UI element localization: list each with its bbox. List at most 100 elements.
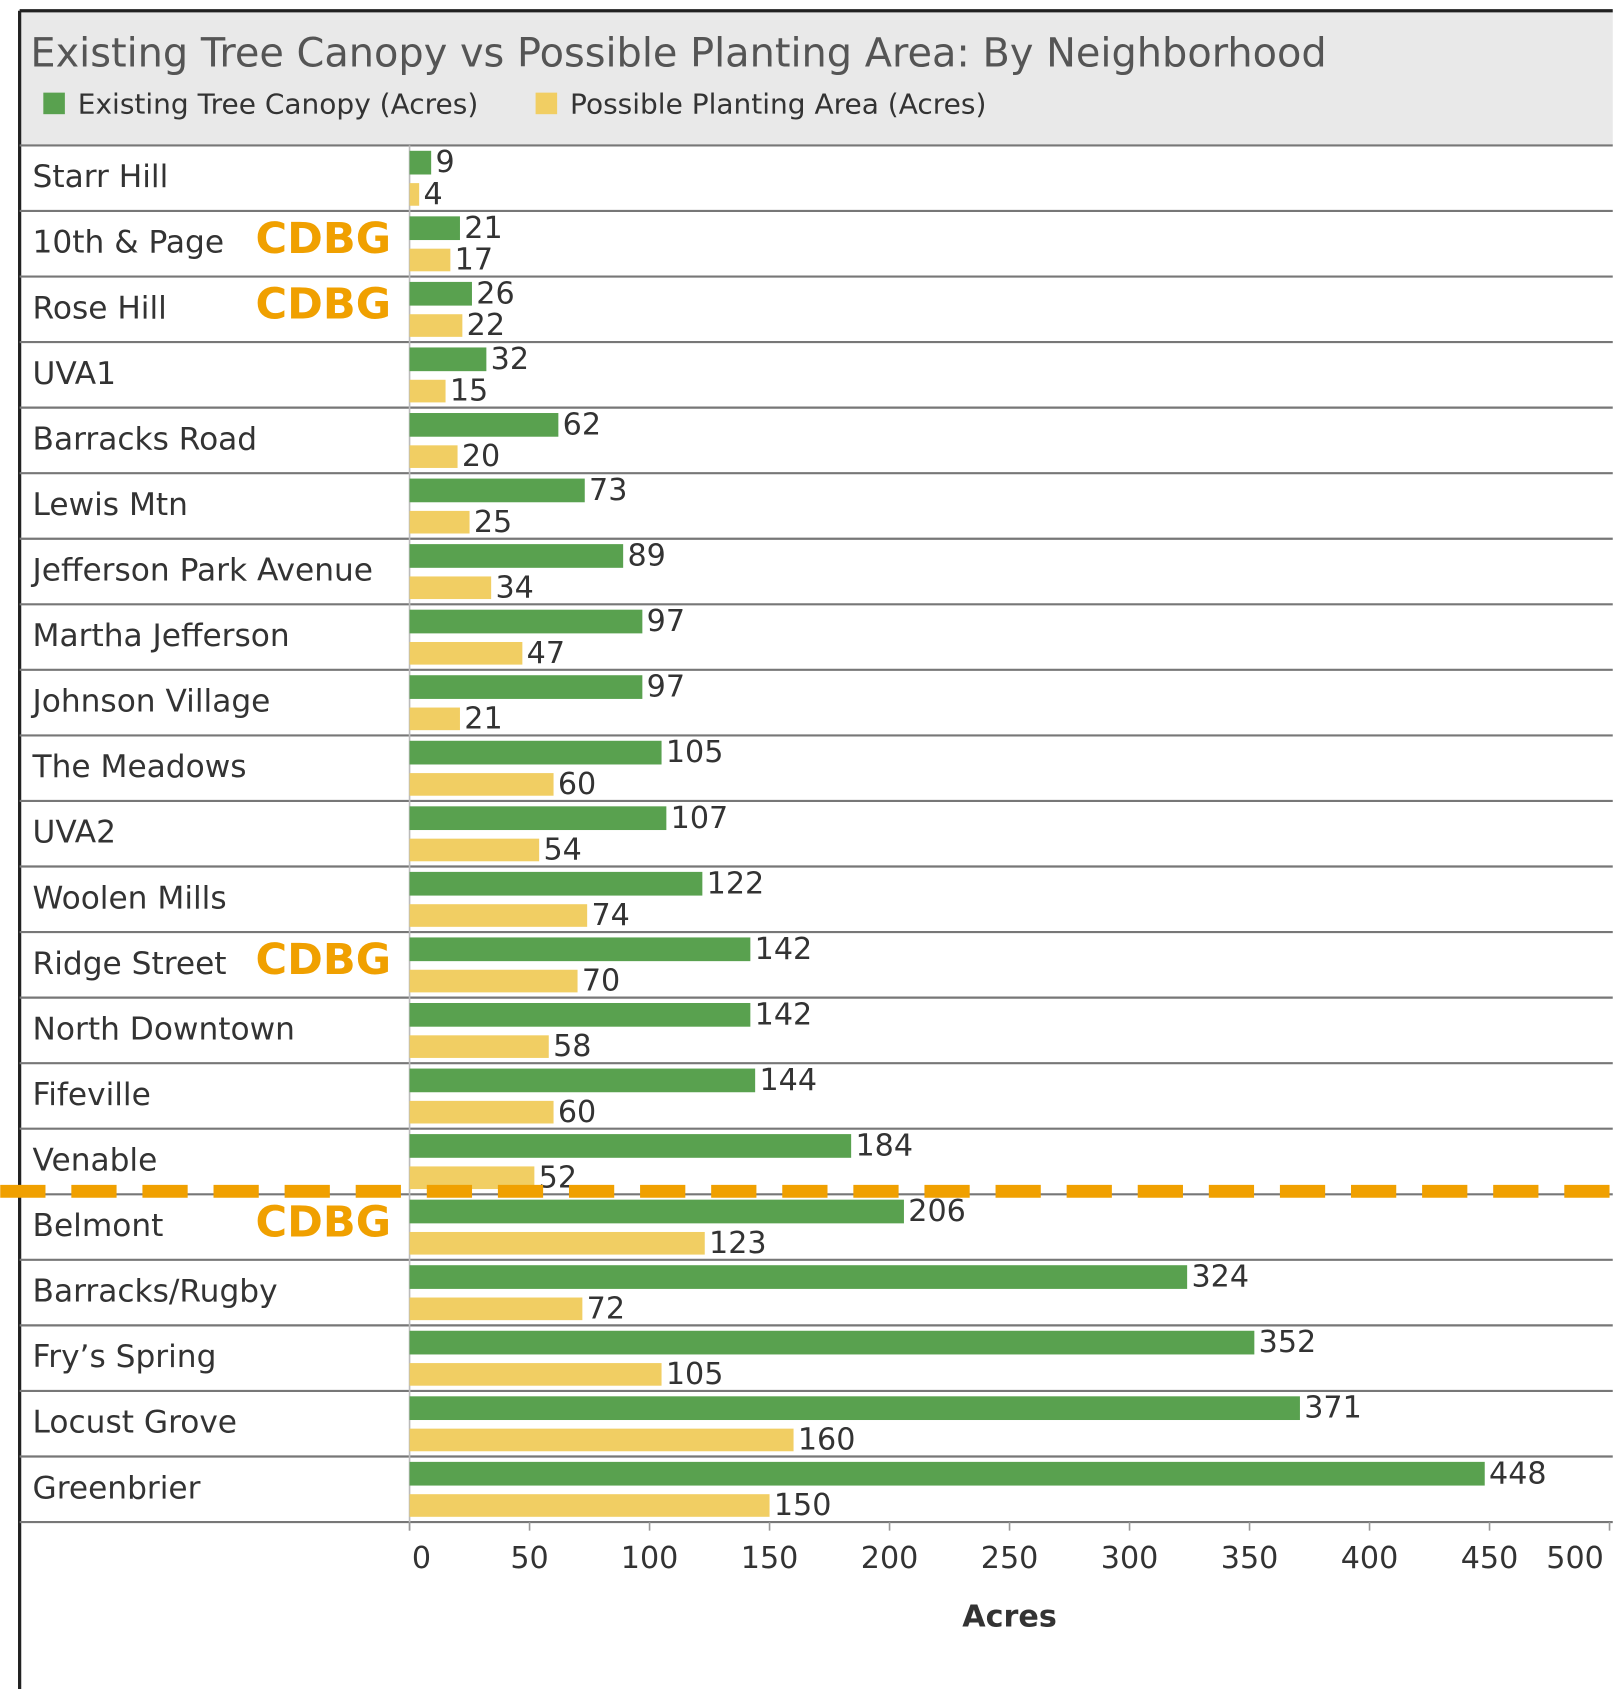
value-label: 142 [755, 997, 813, 1032]
value-label: 352 [1259, 1325, 1317, 1360]
value-label: 89 [627, 539, 665, 574]
value-label: 20 [462, 439, 500, 474]
x-tick-label: 200 [861, 1541, 919, 1576]
bar [409, 281, 472, 306]
annotation: CDBG [256, 214, 392, 264]
x-tick-label: 350 [1221, 1541, 1279, 1576]
bar [409, 969, 578, 993]
value-label: 160 [798, 1423, 856, 1458]
value-label: 54 [543, 833, 581, 868]
bar [409, 1363, 662, 1386]
bar [409, 806, 667, 831]
value-label: 9 [435, 145, 454, 180]
value-label: 15 [450, 374, 488, 409]
x-tick-label: 50 [510, 1541, 548, 1576]
value-label: 58 [553, 1029, 591, 1064]
bar [409, 216, 460, 241]
bar [409, 641, 523, 665]
bar [409, 1035, 549, 1058]
bar [409, 1461, 1485, 1486]
bar [409, 1494, 770, 1517]
value-label: 107 [671, 801, 729, 836]
x-tick-label: 400 [1341, 1541, 1399, 1576]
x-tick-label: 500 [1546, 1541, 1604, 1576]
bar [409, 183, 420, 206]
x-tick-label: 300 [1101, 1541, 1159, 1576]
bar [409, 544, 624, 568]
value-label: 26 [476, 276, 514, 311]
x-axis-label: Acres [962, 1599, 1057, 1634]
value-label: 34 [495, 570, 533, 605]
y-tick-label: Greenbrier [33, 1470, 201, 1506]
value-label: 74 [591, 898, 629, 933]
bar [409, 1002, 751, 1027]
bar [409, 347, 487, 372]
value-label: 371 [1304, 1391, 1362, 1426]
bar [409, 675, 643, 699]
bar [409, 445, 458, 468]
legend-swatch [535, 92, 558, 115]
bar [409, 1265, 1188, 1289]
value-label: 72 [587, 1291, 625, 1326]
bar [409, 1297, 583, 1321]
value-label: 105 [666, 735, 724, 770]
value-label: 105 [666, 1357, 724, 1392]
plot: Existing Tree Canopy (Acres) Possible Pla… [19, 88, 1613, 1576]
bar [409, 773, 554, 796]
annotation: CDBG [256, 1197, 392, 1247]
bar [409, 314, 463, 337]
value-label: 206 [908, 1194, 966, 1229]
bar [409, 379, 446, 403]
value-label: 32 [491, 342, 529, 377]
y-tick-label: Fifeville [33, 1077, 151, 1113]
y-tick-label: UVA1 [33, 356, 116, 392]
bar [409, 871, 703, 896]
bar [409, 576, 492, 600]
value-label: 324 [1191, 1260, 1249, 1295]
y-tick-label: Locust Grove [33, 1405, 237, 1441]
y-tick-label: Ridge Street [33, 946, 227, 982]
value-label: 97 [647, 670, 685, 705]
y-tick-label: Woolen Mills [33, 880, 227, 916]
y-tick-label: Johnson Village [31, 684, 271, 720]
bar [409, 609, 643, 634]
value-label: 17 [455, 243, 493, 278]
y-tick-label: Barracks/Rugby [33, 1274, 278, 1310]
x-tick-label: 450 [1461, 1541, 1519, 1576]
bar [409, 150, 432, 175]
y-tick-label: Lewis Mtn [33, 487, 188, 523]
value-label: 448 [1489, 1456, 1547, 1491]
value-label: 97 [647, 604, 685, 639]
value-label: 21 [464, 211, 502, 246]
value-label: 142 [755, 932, 813, 967]
bar [409, 1396, 1300, 1421]
bar [409, 1330, 1255, 1355]
y-tick-label: Martha Jefferson [33, 618, 290, 654]
bar [409, 248, 451, 272]
annotation: CDBG [256, 935, 392, 985]
x-tick-label: 0 [412, 1541, 431, 1576]
value-label: 21 [464, 701, 502, 736]
value-label: 25 [474, 505, 512, 540]
x-tick-label: 150 [741, 1541, 799, 1576]
value-label: 73 [589, 473, 627, 508]
value-label: 184 [855, 1129, 913, 1164]
annotation: CDBG [256, 280, 392, 330]
value-label: 122 [707, 866, 765, 901]
bar [409, 740, 662, 765]
y-tick-label: UVA2 [33, 815, 116, 851]
value-label: 60 [558, 767, 596, 802]
bar [409, 1231, 705, 1255]
value-label: 4 [423, 177, 442, 212]
chart-title: Existing Tree Canopy vs Possible Plantin… [30, 31, 1326, 77]
y-tick-label: Fry’s Spring [33, 1339, 217, 1375]
bar [409, 1166, 535, 1190]
legend-label: Existing Tree Canopy (Acres) [78, 88, 479, 121]
bar [409, 904, 588, 927]
bar [409, 1068, 756, 1093]
y-tick-label: Barracks Road [33, 421, 258, 457]
x-tick-label: 100 [621, 1541, 679, 1576]
bar [409, 413, 559, 437]
y-tick-label: North Downtown [33, 1011, 295, 1047]
